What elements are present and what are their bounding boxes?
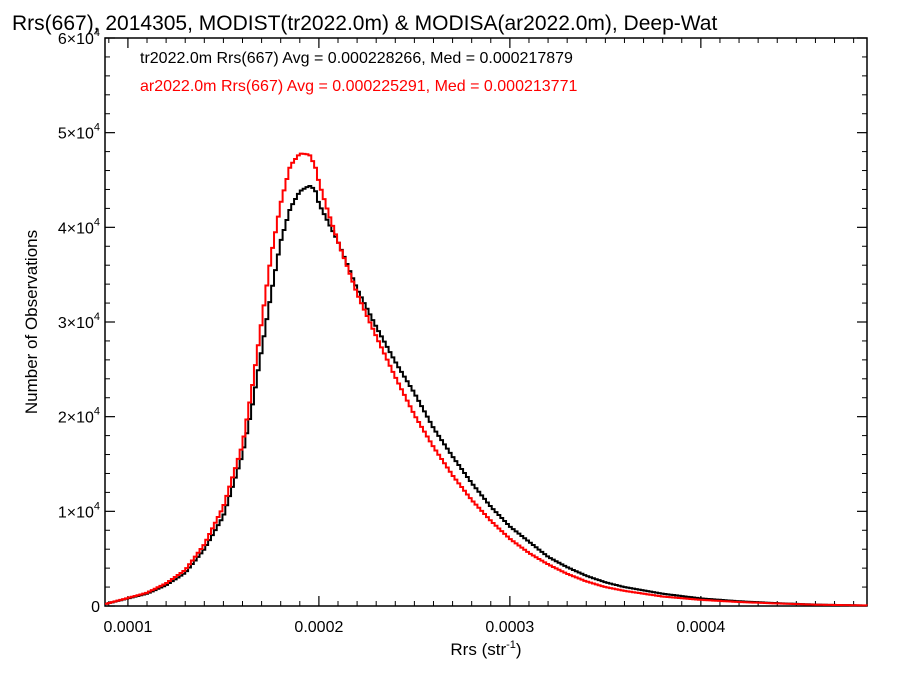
y-tick-mantissa: 1×10 [58, 504, 94, 521]
x-axis-label-close: ) [516, 640, 522, 659]
x-tick-label: 0.0001 [103, 619, 152, 636]
y-tick-label: 2×104 [58, 406, 100, 427]
x-tick-label: 0.0003 [485, 619, 534, 636]
y-tick-exponent: 4 [94, 216, 100, 228]
y-tick-mantissa: 3×10 [58, 315, 94, 332]
legend-entry-tr: tr2022.0m Rrs(667) Avg = 0.000228266, Me… [140, 50, 573, 67]
series-layer [105, 152, 868, 607]
chart-title: Rrs(667), 2014305, MODIST(tr2022.0m) & M… [12, 12, 717, 35]
y-tick-exponent: 4 [94, 122, 100, 134]
y-tick-label: 6×104 [58, 27, 100, 48]
x-tick-label: 0.0002 [294, 619, 343, 636]
y-tick-exponent: 4 [94, 406, 100, 418]
y-tick-mantissa: 2×10 [58, 410, 94, 427]
y-tick-exponent: 4 [94, 311, 100, 323]
y-tick-mantissa: 4×10 [58, 220, 94, 237]
y-tick-label: 0 [91, 599, 100, 616]
y-tick-label: 5×104 [58, 122, 100, 143]
y-tick-label: 4×104 [58, 216, 100, 237]
y-tick-exponent: 4 [94, 500, 100, 512]
x-axis-label: Rrs (str-1) [450, 639, 521, 659]
x-tick-label: 0.0004 [676, 619, 725, 636]
y-tick-mantissa: 6×10 [58, 31, 94, 48]
y-tick-exponent: 4 [94, 27, 100, 39]
series-0-histogram [105, 185, 868, 607]
y-axis-label: Number of Observations [22, 230, 41, 414]
y-tick-label: 3×104 [58, 311, 100, 332]
x-axis-label-main: Rrs (str [450, 640, 506, 659]
series-1-histogram [105, 152, 868, 607]
x-axis-label-exponent: -1 [506, 639, 516, 651]
legend-entry-ar: ar2022.0m Rrs(667) Avg = 0.000225291, Me… [140, 78, 577, 95]
y-tick-label: 1×104 [58, 500, 100, 521]
y-tick-mantissa: 5×10 [58, 126, 94, 143]
x-axis-ticks: 0.0001 0.0002 0.0003 0.0004 [103, 38, 855, 636]
